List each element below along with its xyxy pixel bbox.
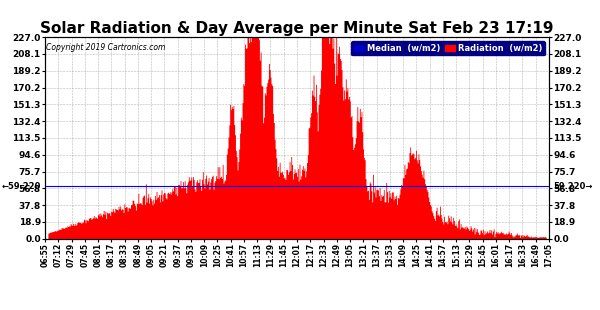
Text: 59.220→: 59.220→ [553,182,593,191]
Legend: Median  (w/m2), Radiation  (w/m2): Median (w/m2), Radiation (w/m2) [351,41,545,55]
Text: ←59.220: ←59.220 [1,182,41,191]
Title: Solar Radiation & Day Average per Minute Sat Feb 23 17:19: Solar Radiation & Day Average per Minute… [40,21,554,36]
Text: Copyright 2019 Cartronics.com: Copyright 2019 Cartronics.com [46,43,166,52]
